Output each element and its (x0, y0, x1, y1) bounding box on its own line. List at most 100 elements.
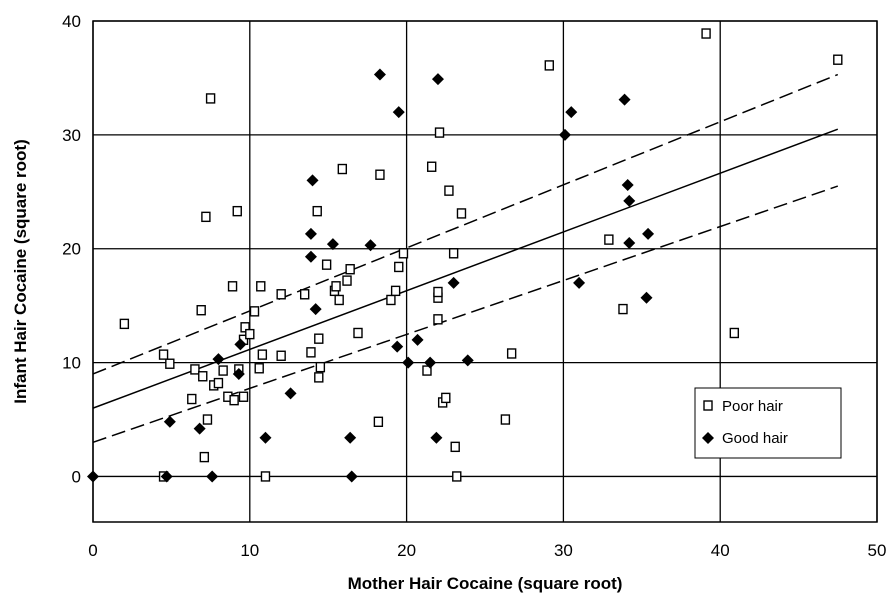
point-good-hair (345, 470, 358, 483)
point-poor-hair (306, 347, 316, 358)
data-points (87, 28, 843, 483)
point-poor-hair (187, 393, 197, 405)
point-poor-hair (433, 286, 443, 298)
point-good-hair (565, 106, 578, 119)
point-good-hair (391, 340, 404, 353)
point-poor-hair (260, 471, 271, 482)
point-poor-hair (321, 259, 332, 270)
point-poor-hair (312, 205, 322, 217)
x-axis-title: Mother Hair Cocaine (square root) (348, 574, 623, 593)
y-tick-labels: 0 10 20 30 40 (62, 12, 81, 486)
point-good-hair (160, 470, 173, 483)
x-tick-label: 40 (711, 541, 730, 560)
point-poor-hair (729, 327, 740, 339)
point-poor-hair (500, 414, 511, 425)
point-poor-hair (276, 289, 286, 300)
point-poor-hair (398, 248, 409, 259)
x-tick-label: 10 (240, 541, 259, 560)
trend-line-lower-bound (92, 185, 839, 444)
point-good-hair (573, 276, 586, 289)
point-poor-hair (158, 349, 169, 360)
point-good-hair (284, 387, 297, 400)
point-good-hair (642, 227, 655, 240)
point-poor-hair (249, 306, 260, 317)
point-poor-hair (342, 275, 352, 286)
point-poor-hair (254, 363, 264, 374)
x-tick-label: 20 (397, 541, 416, 560)
point-poor-hair (456, 208, 467, 219)
point-good-hair (623, 237, 636, 250)
point-good-hair (618, 93, 631, 106)
point-poor-hair (618, 303, 628, 315)
point-good-hair (212, 353, 225, 366)
point-good-hair (193, 422, 206, 435)
legend: Poor hair Good hair (694, 387, 842, 459)
y-tick-label: 30 (62, 126, 81, 145)
point-good-hair (431, 73, 444, 86)
point-poor-hair (314, 333, 324, 344)
point-poor-hair (434, 127, 445, 138)
y-tick-label: 10 (62, 354, 81, 373)
point-poor-hair (240, 322, 250, 333)
point-poor-hair (232, 205, 242, 217)
point-poor-hair (375, 169, 385, 180)
point-good-hair (206, 470, 219, 483)
legend-label-good-hair: Good hair (722, 430, 788, 447)
point-poor-hair (433, 314, 443, 325)
legend-box (694, 387, 842, 459)
point-good-hair (232, 367, 245, 380)
point-poor-hair (213, 377, 224, 389)
point-poor-hair (165, 358, 175, 369)
point-poor-hair (422, 365, 432, 376)
y-tick-label: 20 (62, 240, 81, 259)
point-poor-hair (441, 392, 451, 404)
point-poor-hair (604, 234, 614, 245)
x-tick-label: 0 (88, 541, 97, 560)
point-good-hair (430, 431, 443, 444)
point-good-hair (306, 174, 319, 187)
point-poor-hair (331, 281, 341, 292)
point-poor-hair (833, 54, 843, 65)
point-poor-hair (315, 361, 326, 373)
point-poor-hair (276, 350, 286, 361)
point-good-hair (344, 431, 357, 444)
point-poor-hair (202, 414, 213, 425)
point-poor-hair (394, 261, 404, 273)
point-good-hair (558, 128, 571, 141)
point-poor-hair (390, 285, 401, 297)
plot-frame (92, 20, 878, 523)
point-poor-hair (314, 372, 324, 383)
point-poor-hair (256, 281, 266, 292)
point-poor-hair (238, 391, 249, 402)
x-tick-label: 50 (868, 541, 887, 560)
point-poor-hair (353, 327, 363, 339)
legend-hollow-square-icon (703, 400, 713, 411)
point-poor-hair (426, 161, 437, 172)
point-poor-hair (119, 318, 130, 330)
point-good-hair (424, 356, 437, 369)
point-good-hair (259, 431, 272, 444)
y-axis-title: Infant Hair Cocaine (square root) (11, 139, 30, 403)
point-good-hair (163, 415, 176, 428)
point-good-hair (621, 178, 634, 191)
point-poor-hair (201, 211, 211, 223)
point-good-hair (326, 238, 339, 251)
point-poor-hair (345, 264, 355, 275)
x-tick-label: 30 (554, 541, 573, 560)
point-poor-hair (218, 365, 228, 376)
point-good-hair (373, 68, 386, 81)
point-good-hair (402, 356, 415, 369)
legend-filled-diamond-icon (702, 432, 714, 444)
trend-line-fit (92, 128, 839, 409)
point-good-hair (304, 250, 317, 263)
point-poor-hair (506, 348, 517, 359)
point-poor-hair (205, 93, 216, 104)
trend-line-upper-bound (92, 73, 839, 375)
point-good-hair (411, 333, 424, 346)
point-poor-hair (448, 248, 459, 259)
y-tick-label: 0 (72, 467, 81, 486)
point-good-hair (309, 303, 322, 316)
point-poor-hair (334, 294, 344, 306)
point-good-hair (461, 354, 474, 367)
